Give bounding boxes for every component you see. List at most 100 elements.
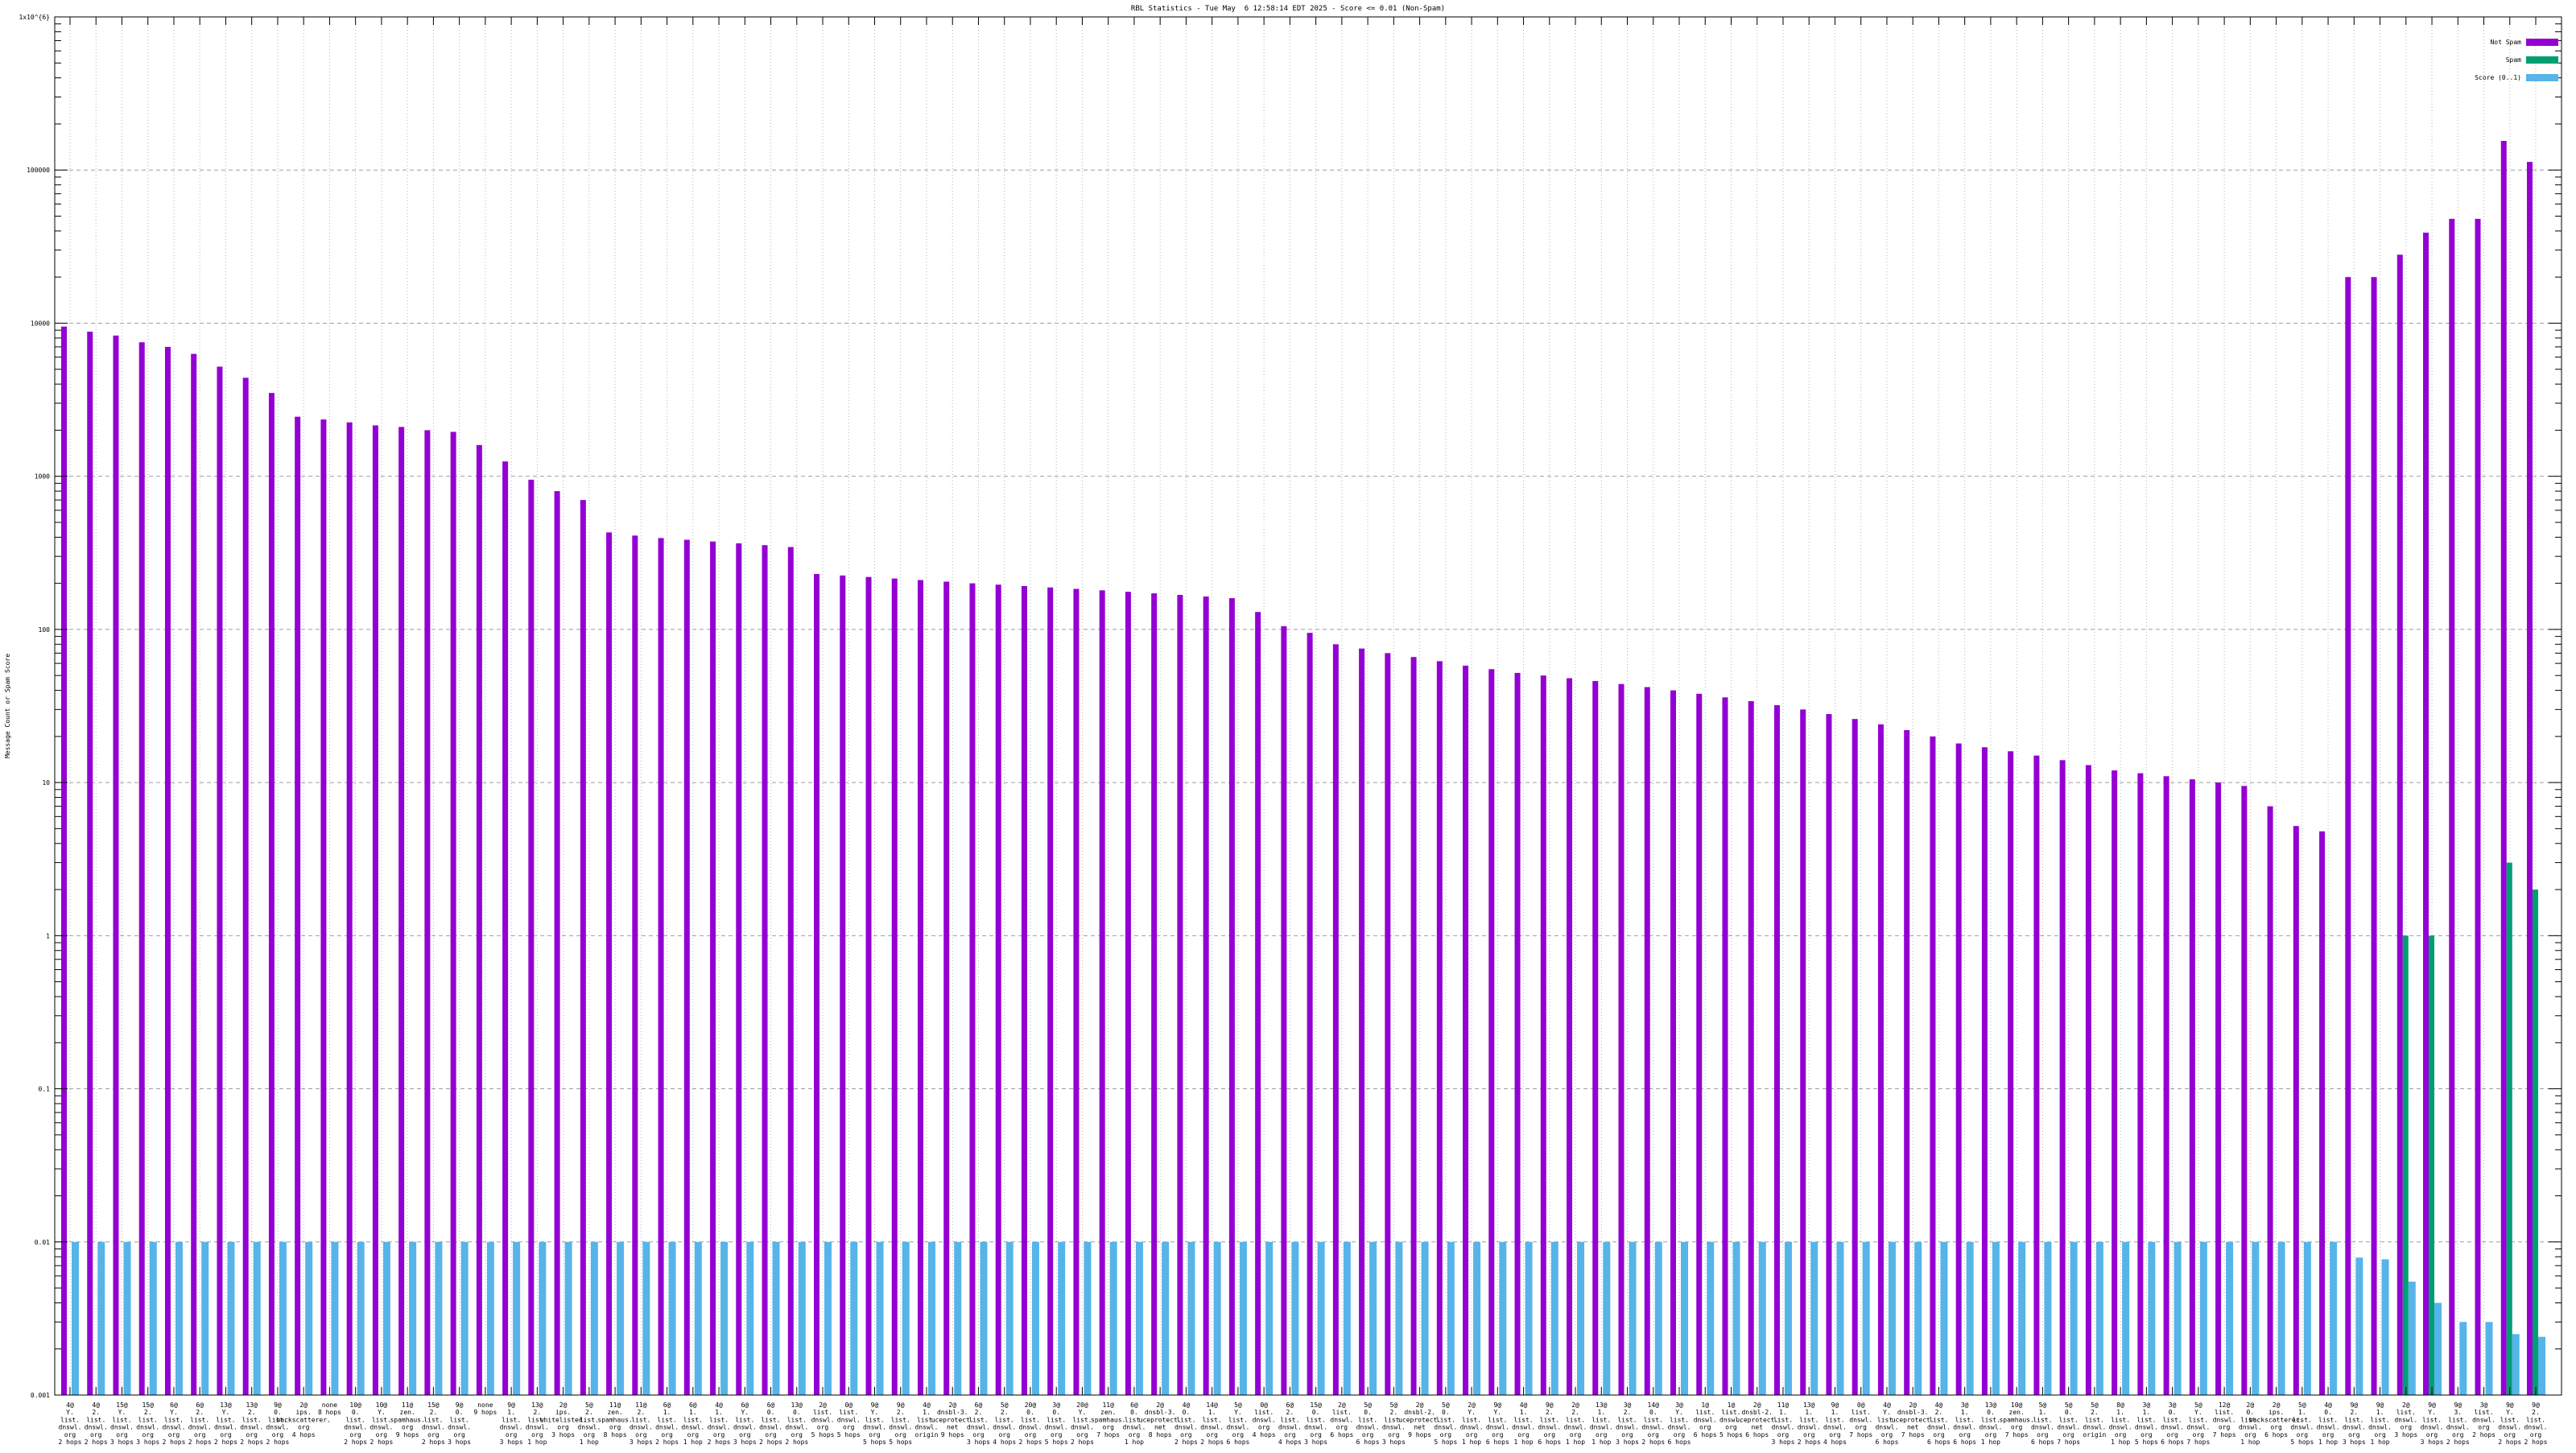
bar-group <box>217 366 235 1395</box>
bar-group <box>2345 277 2363 1395</box>
bar-not-spam <box>1852 719 1858 1395</box>
bar-not-spam <box>1748 701 1754 1395</box>
bar-not-spam <box>1177 595 1183 1395</box>
bar-not-spam <box>995 584 1001 1395</box>
bar-score <box>201 1241 209 1395</box>
x-tick-label: 5@ Y. list. dnswl. org 7 hops <box>2186 1401 2210 1446</box>
x-tick-label: 10@ 0. list. dnswl. org 2 hops <box>344 1401 367 1446</box>
bar-not-spam <box>969 583 976 1395</box>
bar-not-spam <box>710 541 716 1396</box>
bar-score <box>1162 1241 1170 1395</box>
bar-score <box>2070 1241 2078 1395</box>
bar-score <box>460 1241 469 1395</box>
bar-group <box>138 342 157 1395</box>
bar-not-spam <box>372 425 378 1396</box>
bar-not-spam <box>2189 779 2195 1395</box>
bar-score <box>2095 1241 2103 1395</box>
bar-score <box>1187 1241 1195 1395</box>
bar-not-spam <box>891 578 898 1395</box>
x-tick-label: 13@ 2. list. dnswl. org 1 hop <box>526 1401 549 1446</box>
bar-group <box>2163 776 2182 1395</box>
x-tick-label: 13@ 1. list. dnswl. org 1 hop <box>1590 1401 1613 1446</box>
bar-score <box>1135 1241 1143 1395</box>
x-tick-label: 9@ Y. list. dnswl. org 6 hops <box>1486 1401 1509 1446</box>
x-tick-label: 10@ Y. list. dnswl. org 2 hops <box>369 1401 393 1446</box>
bar-not-spam <box>1410 657 1417 1395</box>
x-tick-label: 15@ 2. list. dnswl. org 3 hops <box>136 1401 159 1446</box>
bar-not-spam <box>528 479 535 1396</box>
bar-not-spam <box>2423 233 2429 1395</box>
bar-group <box>736 543 754 1396</box>
bar-not-spam <box>2527 162 2533 1396</box>
bar-score <box>1654 1241 1662 1395</box>
bar-group <box>1228 598 1247 1395</box>
x-tick-label: 6@ Y. list. dnswl. org 3 hops <box>733 1401 757 1446</box>
bar-not-spam <box>1436 661 1443 1395</box>
bar-score <box>1603 1241 1611 1395</box>
x-tick-label: 8@ 1. list. dnswl. org 1 hop <box>2109 1401 2132 1446</box>
x-tick-label: 11@ 2. list. dnswl. org 3 hops <box>630 1401 653 1446</box>
bar-group <box>1773 705 1792 1395</box>
bar-score <box>1784 1241 1792 1395</box>
legend-swatch-spam <box>2526 56 2558 64</box>
bar-not-spam <box>502 461 509 1396</box>
bar-not-spam <box>2059 760 2066 1395</box>
plot-border <box>54 16 2562 1396</box>
bar-score <box>513 1241 521 1395</box>
bar-group <box>61 326 79 1396</box>
bar-group <box>2033 755 2052 1395</box>
bar-group <box>1670 690 1689 1395</box>
bar-group <box>2319 831 2338 1395</box>
bar-not-spam <box>1099 590 1105 1395</box>
x-tick-label: 6@ 2. list. dnswl. org 3 hops <box>967 1401 990 1446</box>
bar-group <box>2085 765 2103 1395</box>
x-tick-label: 1@ list. dnswl. org 6 hops <box>1694 1401 1717 1439</box>
bar-not-spam <box>1696 693 1703 1395</box>
bar-group <box>2293 826 2311 1395</box>
bar-score <box>2381 1259 2389 1395</box>
bar-not-spam <box>1228 598 1235 1395</box>
bar-score <box>1473 1241 1481 1395</box>
bar-not-spam <box>2500 141 2507 1396</box>
bar-group <box>528 479 547 1396</box>
bar-not-spam <box>113 335 119 1395</box>
x-tick-label: 3@ Y. list. dnswl. org 6 hops <box>1668 1401 1691 1446</box>
bar-group <box>268 393 287 1395</box>
bar-spam <box>2429 935 2435 1395</box>
x-tick-label: 6@ 2. list. dnswl. org 4 hops <box>1278 1401 1302 1446</box>
bar-group <box>2241 786 2260 1395</box>
x-tick-label: 5@ 0. list. dnswl. org 5 hops <box>1434 1401 1457 1446</box>
bar-score <box>435 1241 443 1395</box>
bar-not-spam <box>2475 218 2481 1396</box>
x-tick-label: 5@ 0. list. dnswl. org 7 hops <box>2057 1401 2080 1446</box>
bar-score <box>2148 1241 2156 1395</box>
x-tick-label: 3@ 2. list. dnswl. org 3 hops <box>1616 1401 1639 1446</box>
x-tick-label: 15@ 0. list. dnswl. org 3 hops <box>1304 1401 1327 1446</box>
x-tick-label: 9@ 3. list. dnswl. org 2 hops <box>2446 1401 2470 1446</box>
x-tick-label: 6@ 1. list. dnswl. org 2 hops <box>655 1401 679 1446</box>
x-tick-label: 4@ Y. list. dnswl. org 6 hops <box>1875 1401 1898 1446</box>
bar-group <box>1567 678 1585 1395</box>
y-tick-label: 0.001 <box>31 1392 50 1399</box>
bar-not-spam <box>1540 675 1546 1395</box>
bar-group <box>917 580 935 1395</box>
bar-score <box>1031 1241 1039 1395</box>
bar-not-spam <box>2371 277 2377 1395</box>
y-tick-labels: 1x10^{6} 100000 10000 1000 100 10 1 0.1 0.01 0.00… <box>19 14 50 1399</box>
bar-not-spam <box>138 342 145 1395</box>
bar-group <box>2112 770 2130 1395</box>
y-axis-label: Message Count or Spam Score <box>4 654 11 758</box>
bar-score <box>2226 1241 2234 1395</box>
bar-score <box>2277 1241 2285 1395</box>
bar-not-spam <box>1463 665 1469 1395</box>
bar-not-spam <box>2241 786 2248 1395</box>
bar-not-spam <box>683 539 690 1395</box>
bar-not-spam <box>2345 277 2351 1395</box>
bar-not-spam <box>1618 683 1624 1395</box>
legend-swatch-score <box>2526 74 2558 81</box>
bar-not-spam <box>1359 648 1365 1395</box>
x-tick-label: 2@ list. dnswl. org 6 hops <box>1330 1401 1353 1439</box>
bar-score <box>1239 1241 1247 1395</box>
bar-score <box>927 1241 935 1395</box>
bar-score <box>2174 1241 2182 1395</box>
